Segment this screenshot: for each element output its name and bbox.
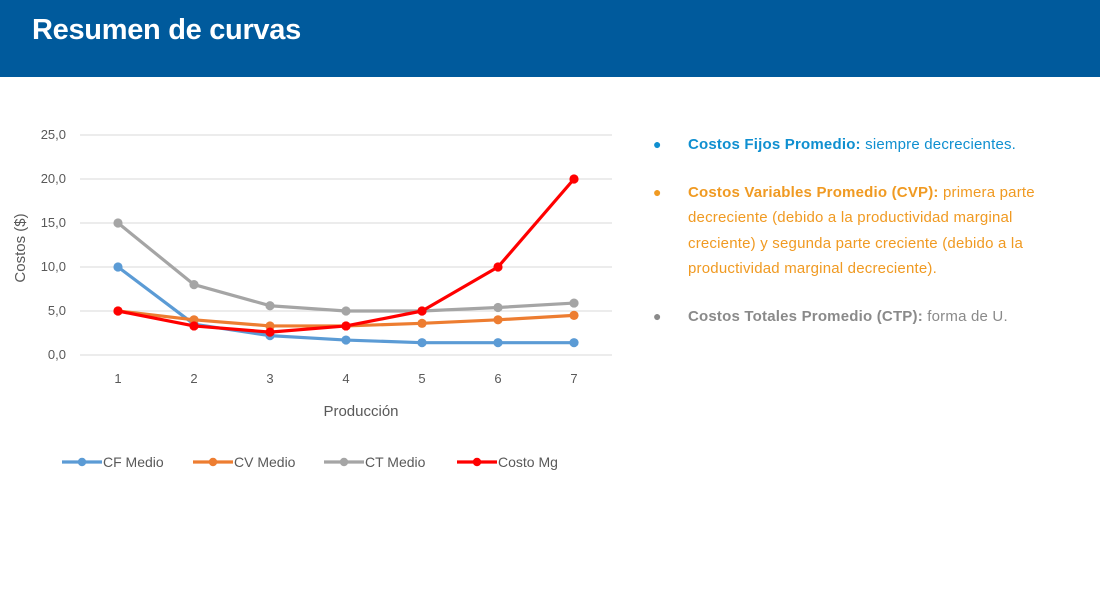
x-axis-title: Producción xyxy=(323,403,398,420)
y-tick-label: 10,0 xyxy=(41,259,66,274)
bullet-icon: ● xyxy=(653,183,662,200)
legend-marker xyxy=(208,457,218,467)
data-point xyxy=(569,298,579,308)
note-text: primera parte decreciente (debido a la p… xyxy=(688,183,1035,278)
bullet-icon: ● xyxy=(653,307,662,324)
data-point xyxy=(113,218,123,228)
data-point xyxy=(493,302,503,313)
y-tick-label: 15,0 xyxy=(41,215,66,230)
data-point xyxy=(417,318,427,328)
legend-marker xyxy=(472,457,482,467)
x-tick-label: 1 xyxy=(114,371,121,386)
x-tick-label: 6 xyxy=(494,371,501,386)
data-point xyxy=(189,280,199,290)
note-text: siempre decrecientes. xyxy=(860,136,1017,153)
data-point xyxy=(265,327,275,337)
cost-curves-chart: 0,0 5,0 10,0 15,0 20,0 25,0 1 2 3 4 5 6 7 Producción C… xyxy=(0,110,630,490)
legend-label: Costo Mg xyxy=(498,454,558,470)
data-point xyxy=(493,315,503,325)
y-tick-label: 20,0 xyxy=(41,171,66,186)
y-tick-label: 5,0 xyxy=(48,303,66,318)
x-tick-label: 4 xyxy=(342,371,349,386)
note-title: Costos Variables Promedio (CVP): xyxy=(688,183,939,201)
bullet-icon: ● xyxy=(653,136,662,152)
note-text: forma de U. xyxy=(922,307,1008,325)
x-tick-label: 7 xyxy=(570,371,577,386)
legend-marker xyxy=(77,457,87,467)
data-point xyxy=(341,335,351,345)
data-point xyxy=(493,338,503,348)
x-tick-label: 5 xyxy=(418,371,425,386)
data-point xyxy=(569,174,579,184)
note-costos-variables: ● Costos Variables Promedio (CVP): prime… xyxy=(650,180,1070,282)
title-bar: Resumen de curvas xyxy=(0,0,1100,77)
legend-label: CT Medio xyxy=(365,454,426,470)
curve-notes: ● Costos Fijos Promedio: siempre decreci… xyxy=(650,132,1070,351)
x-tick-label: 3 xyxy=(266,371,273,386)
data-point xyxy=(569,310,579,320)
data-point xyxy=(113,262,123,272)
note-title: Costos Totales Promedio (CTP): xyxy=(688,307,923,325)
data-point xyxy=(569,338,579,348)
note-costos-totales: ● Costos Totales Promedio (CTP): forma d… xyxy=(650,304,1070,330)
data-point xyxy=(341,306,351,316)
data-point xyxy=(341,321,351,331)
chart-svg: 0,0 5,0 10,0 15,0 20,0 25,0 1 2 3 4 5 6 7 Producción C… xyxy=(12,127,612,470)
data-point xyxy=(189,321,199,331)
data-point xyxy=(493,262,503,272)
x-tick-label: 2 xyxy=(190,371,197,386)
note-title: Costos Fijos Promedio: xyxy=(688,136,861,153)
y-tick-label: 25,0 xyxy=(41,127,66,142)
legend-marker xyxy=(339,457,349,467)
data-point xyxy=(265,301,275,311)
data-point xyxy=(417,338,427,348)
data-point xyxy=(417,306,427,316)
y-tick-label: 0,0 xyxy=(48,347,66,362)
page-title: Resumen de curvas xyxy=(32,14,301,46)
note-costos-fijos: ● Costos Fijos Promedio: siempre decreci… xyxy=(650,132,1070,158)
legend-label: CF Medio xyxy=(103,454,164,470)
data-point xyxy=(113,306,123,316)
legend-label: CV Medio xyxy=(234,454,296,470)
y-axis-title: Costos ($) xyxy=(12,213,29,282)
